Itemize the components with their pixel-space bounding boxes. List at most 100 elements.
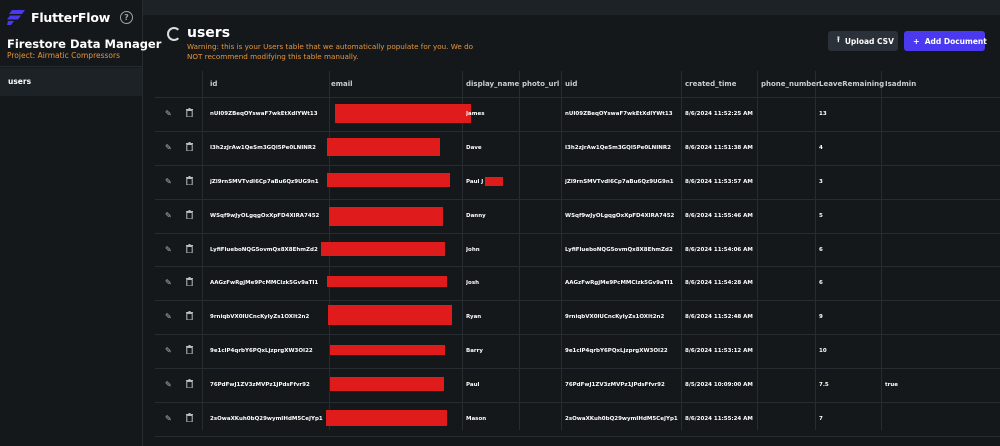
cell-leave-remaining: 5 — [819, 212, 823, 219]
cell-created-time: 8/6/2024 11:54:06 AM — [685, 246, 753, 253]
cell-id: jZl9rnSMVTvdl6Cp7aBu6Qz9UG9n1 — [210, 178, 319, 185]
cell-uid: 9e1clP4qrbY6PQxLjzprgXW3OI22 — [565, 348, 668, 355]
table-row[interactable]: ✎ 9e1clP4qrbY6PQxLjzprgXW3OI22 Barry 9e1… — [155, 335, 1000, 370]
trash-icon[interactable] — [186, 175, 193, 186]
cell-created-time: 8/6/2024 11:53:12 AM — [685, 348, 753, 355]
trash-icon[interactable] — [186, 141, 193, 152]
edit-icon[interactable]: ✎ — [165, 176, 172, 186]
column-header-photo-url[interactable]: photo_url — [522, 80, 560, 88]
cell-created-time: 8/6/2024 11:52:48 AM — [685, 314, 753, 321]
trash-icon[interactable] — [186, 108, 193, 118]
add-document-label: Add Document — [924, 36, 987, 46]
cell-isadmin: true — [885, 382, 898, 389]
redacted-email — [327, 276, 447, 288]
redacted-email — [326, 410, 447, 427]
edit-icon[interactable]: ✎ — [165, 312, 172, 322]
trash-icon[interactable] — [186, 311, 193, 321]
flutterflow-logo-icon — [7, 9, 25, 25]
cell-leave-remaining: 10 — [819, 348, 827, 355]
edit-icon[interactable]: ✎ — [165, 109, 172, 118]
upload-icon: ⭱ — [837, 35, 840, 44]
cell-display-name: Paul — [466, 382, 480, 389]
cell-created-time: 8/5/2024 10:09:00 AM — [685, 382, 753, 389]
column-header-created-time[interactable]: created_time — [685, 80, 737, 88]
column-header-email[interactable]: email — [331, 80, 353, 88]
column-divider — [561, 71, 562, 430]
edit-icon[interactable]: ✎ — [165, 380, 172, 390]
redacted-email — [321, 241, 445, 256]
cell-created-time: 8/6/2024 11:52:25 AM — [685, 111, 753, 117]
edit-icon[interactable]: ✎ — [165, 414, 172, 424]
cell-id: 9rniqbVX0lUCncKyIyZs1OXIt2n2 — [210, 314, 310, 321]
cell-display-name: John — [466, 246, 480, 253]
edit-icon[interactable]: ✎ — [165, 244, 172, 254]
edit-icon[interactable]: ✎ — [165, 278, 172, 288]
cell-id: nUI09ZBeqOYswaF7wkEtXdlYWt13 — [210, 111, 318, 117]
cell-id: AAGzFwRgjMe9PcMMClzk5Gv9aTI1 — [210, 280, 319, 287]
plus-icon: + — [913, 36, 920, 46]
cell-leave-remaining: 6 — [819, 280, 823, 287]
cell-id: 9e1clP4qrbY6PQxLjzprgXW3OI22 — [210, 348, 313, 355]
cell-id: WSqf9wJyOLgqgOxXpFD4XlRA7452 — [210, 212, 320, 219]
column-divider — [881, 71, 882, 430]
trash-icon[interactable] — [186, 243, 193, 254]
cell-created-time: 8/6/2024 11:54:28 AM — [685, 280, 753, 287]
table-row[interactable]: ✎ nUI09ZBeqOYswaF7wkEtXdlYWt13 James nUI… — [155, 98, 1000, 132]
table-row[interactable]: ✎ I3h2zJrAw1QeSm3GQl5Pe0LNINR2 Dave I3h2… — [155, 132, 1000, 166]
column-divider — [519, 71, 520, 430]
cell-id: 76PdFwJ1ZV3zMVPz1JPdsFfvr92 — [210, 382, 310, 389]
trash-icon[interactable] — [186, 209, 193, 220]
table-row[interactable]: ✎ LyfiFlueboNQG5ovmQx8X8EhmZd2 John Lyfi… — [155, 234, 1000, 268]
column-header-display-name[interactable]: display_name — [466, 80, 520, 88]
upload-csv-button[interactable]: ⭱ Upload CSV — [828, 31, 898, 51]
trash-icon[interactable] — [186, 345, 193, 355]
cell-display-name: Ryan — [466, 314, 482, 321]
edit-icon[interactable]: ✎ — [165, 210, 172, 220]
edit-icon[interactable]: ✎ — [165, 142, 172, 152]
cell-id: LyfiFlueboNQG5ovmQx8X8EhmZd2 — [210, 246, 318, 253]
cell-created-time: 8/6/2024 11:53:57 AM — [685, 178, 753, 185]
help-icon[interactable]: ? — [120, 11, 133, 24]
cell-uid: nUI09ZBeqOYswaF7wkEtXdlYWt13 — [565, 111, 673, 117]
cell-uid: I3h2zJrAw1QeSm3GQl5Pe0LNINR2 — [565, 144, 671, 151]
warning-text: Warning: this is your Users table that w… — [187, 42, 474, 61]
table-row[interactable]: ✎ WSqf9wJyOLgqgOxXpFD4XlRA7452 Danny WSq… — [155, 200, 1000, 234]
logo: FlutterFlow — [7, 9, 110, 25]
column-header-leave-remaining[interactable]: LeaveRemaining — [819, 80, 885, 88]
table-row[interactable]: ✎ AAGzFwRgjMe9PcMMClzk5Gv9aTI1 Josh AAGz… — [155, 267, 1000, 302]
column-divider — [757, 71, 758, 430]
column-header-uid[interactable]: uid — [565, 80, 578, 88]
table-header: id email display_name photo_url uid crea… — [155, 71, 1000, 98]
trash-icon[interactable] — [186, 277, 193, 287]
redacted-email — [327, 137, 440, 156]
add-document-button[interactable]: + Add Document — [904, 31, 987, 51]
edit-icon[interactable]: ✎ — [165, 346, 172, 356]
top-bar — [0, 0, 1000, 15]
table-row[interactable]: ✎ 2sOwaXKuh0bQ29wymIHdM5CeJYp1 Mason 2sO… — [155, 403, 1000, 437]
redacted-email — [335, 104, 471, 123]
cell-leave-remaining: 6 — [819, 246, 823, 253]
cell-display-name: Danny — [466, 212, 486, 219]
table-row[interactable]: ✎ 9rniqbVX0lUCncKyIyZs1OXIt2n2 Ryan 9rni… — [155, 301, 1000, 336]
cell-uid: jZl9rnSMVTvdl6Cp7aBu6Qz9UG9n1 — [565, 178, 674, 185]
cell-display-name: Josh — [466, 280, 480, 287]
cell-leave-remaining: 13 — [819, 111, 827, 117]
cell-display-name: Dave — [466, 144, 482, 151]
table-row[interactable]: ✎ 76PdFwJ1ZV3zMVPz1JPdsFfvr92 Paul 76PdF… — [155, 369, 1000, 404]
column-header-isadmin[interactable]: Isadmin — [885, 80, 917, 88]
redacted-name — [485, 176, 503, 186]
trash-icon[interactable] — [186, 413, 193, 423]
redacted-email — [330, 345, 445, 356]
sidebar-divider — [0, 66, 142, 67]
trash-icon[interactable] — [186, 379, 193, 389]
cell-display-name: Barry — [466, 348, 483, 355]
redacted-email — [327, 172, 450, 187]
brand-name: FlutterFlow — [31, 9, 111, 25]
column-header-id[interactable]: id — [210, 80, 218, 88]
column-divider — [462, 71, 463, 430]
cell-id: 2sOwaXKuh0bQ29wymIHdM5CeJYp1 — [210, 416, 323, 423]
data-table: id email display_name photo_url uid crea… — [155, 71, 1000, 437]
column-header-phone-number[interactable]: phone_number — [761, 80, 820, 88]
sidebar-item-users[interactable]: users — [0, 68, 142, 96]
table-row[interactable]: ✎ jZl9rnSMVTvdl6Cp7aBu6Qz9UG9n1 Paul J j… — [155, 166, 1000, 200]
